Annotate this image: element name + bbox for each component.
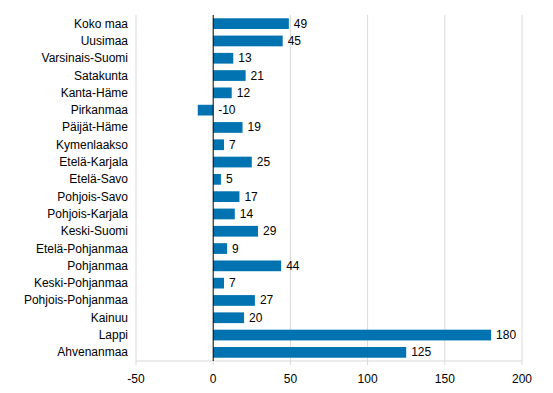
data-label: 19 <box>248 120 262 134</box>
bar <box>213 209 235 220</box>
category-label: Kanta-Häme <box>61 86 129 100</box>
bar <box>213 191 239 202</box>
bar <box>213 226 258 237</box>
category-label: Pirkanmaa <box>71 103 129 117</box>
bars <box>198 18 491 357</box>
data-label: 7 <box>229 276 236 290</box>
grid-line <box>290 15 291 361</box>
data-label: 45 <box>288 34 302 48</box>
bar <box>213 243 227 254</box>
tick-label: 150 <box>435 372 455 386</box>
bar <box>213 53 233 64</box>
data-label: 13 <box>238 51 252 65</box>
bar <box>213 139 224 150</box>
bar <box>213 36 282 47</box>
category-label: Kainuu <box>91 311 128 325</box>
bar <box>213 295 255 306</box>
data-label: 9 <box>232 242 239 256</box>
category-label: Koko maa <box>74 17 128 31</box>
bar <box>198 105 213 116</box>
category-label: Etelä-Karjala <box>59 155 128 169</box>
category-label: Pohjois-Pohjanmaa <box>24 293 128 307</box>
tick-mark <box>367 361 368 365</box>
grid-line <box>136 15 137 361</box>
tick-mark <box>444 361 445 365</box>
data-label: 17 <box>244 190 258 204</box>
tick-label: 100 <box>358 372 378 386</box>
category-label: Lappi <box>99 328 128 342</box>
category-label: Pohjanmaa <box>67 259 128 273</box>
category-label: Päijät-Häme <box>62 120 128 134</box>
grid-line <box>444 15 445 361</box>
bar <box>213 70 245 81</box>
data-label: 12 <box>237 86 251 100</box>
data-label: 14 <box>240 207 254 221</box>
data-label: -10 <box>218 103 236 117</box>
tick-mark <box>213 361 214 365</box>
bar <box>213 260 281 271</box>
category-label: Pohjois-Savo <box>57 190 128 204</box>
bar <box>213 312 244 323</box>
category-label: Etelä-Savo <box>69 172 128 186</box>
category-label: Ahvenanmaa <box>57 345 128 359</box>
data-label: 29 <box>263 224 277 238</box>
bar <box>213 330 491 341</box>
category-label: Etelä-Pohjanmaa <box>36 242 128 256</box>
data-label: 25 <box>257 155 271 169</box>
data-label: 7 <box>229 138 236 152</box>
tick-mark <box>522 361 523 365</box>
category-label: Kymenlaakso <box>56 138 128 152</box>
data-label: 125 <box>411 345 431 359</box>
bar <box>213 278 224 289</box>
chart-container: -50 0 50 100 150 200 Koko maa 49 Uusimaa 45 Varsin… <box>0 0 553 393</box>
bar <box>213 87 232 98</box>
category-label: Varsinais-Suomi <box>42 51 128 65</box>
bar <box>213 347 406 358</box>
chart: -50 0 50 100 150 200 Koko maa 49 Uusimaa 45 Varsin… <box>0 0 553 393</box>
category-label: Keski-Pohjanmaa <box>34 276 128 290</box>
data-label: 20 <box>249 311 263 325</box>
tick-label: -50 <box>127 372 145 386</box>
x-axis-line <box>136 361 522 362</box>
grid-line <box>522 15 523 361</box>
data-label: 44 <box>286 259 300 273</box>
bar <box>213 18 289 29</box>
zero-line <box>213 15 214 361</box>
grid-line <box>367 15 368 361</box>
data-label: 5 <box>226 172 233 186</box>
bar <box>213 157 252 168</box>
bar <box>213 174 221 185</box>
tick-label: 200 <box>512 372 532 386</box>
data-label: 21 <box>251 69 265 83</box>
tick-mark <box>290 361 291 365</box>
tick-mark <box>136 361 137 365</box>
tick-label: 0 <box>210 372 217 386</box>
data-label: 27 <box>260 293 274 307</box>
data-label: 49 <box>294 17 308 31</box>
category-label: Uusimaa <box>81 34 129 48</box>
category-label: Pohjois-Karjala <box>47 207 128 221</box>
tick-label: 50 <box>284 372 298 386</box>
data-label: 180 <box>496 328 516 342</box>
category-label: Keski-Suomi <box>61 224 128 238</box>
bar <box>213 122 242 133</box>
category-label: Satakunta <box>74 69 128 83</box>
